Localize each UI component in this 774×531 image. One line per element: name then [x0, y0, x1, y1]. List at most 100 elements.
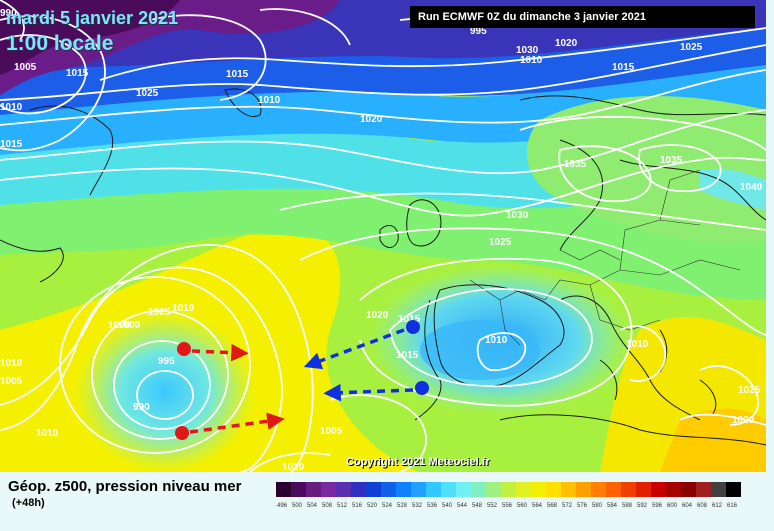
footer: Géop. z500, pression niveau mer (+48h) 4… — [0, 472, 774, 531]
legend-swatch — [501, 482, 516, 497]
isobar-label: 1020 — [360, 114, 383, 125]
legend-tick-label: 512 — [337, 503, 348, 509]
isobar-label: 1035 — [660, 155, 683, 166]
isobar-label: 1005 — [14, 62, 37, 73]
legend-tick-label: 572 — [562, 503, 573, 509]
isobar-label: 1030 — [516, 45, 539, 56]
isobar-label: 1010 — [626, 339, 649, 350]
legend-tick-label: 580 — [592, 503, 603, 509]
isobar-label: 1035 — [564, 159, 587, 170]
legend-tick-label: 552 — [487, 503, 498, 509]
legend-tick-label: 564 — [532, 503, 543, 509]
isobar-label: 1025 — [136, 88, 159, 99]
legend-tick-label: 604 — [682, 503, 693, 509]
legend-swatch — [591, 482, 606, 497]
isobar-label: 1035 — [660, 155, 683, 166]
map-canvas: 995 1000 1005 1010 1015 1020 1025 1030 1… — [0, 0, 766, 472]
isobar-label: 1000 — [108, 320, 131, 331]
legend-tick-label: 516 — [352, 503, 363, 509]
legend-tick-label: 576 — [577, 503, 588, 509]
legend-tick-label: 508 — [322, 503, 333, 509]
legend-swatch — [321, 482, 336, 497]
isobar-label: 990 — [133, 402, 150, 413]
legend-swatch — [651, 482, 666, 497]
isobar-label: 1040 — [740, 182, 763, 193]
legend-swatch — [486, 482, 501, 497]
blue-dot-north — [406, 320, 420, 334]
isobar-label: 995 — [158, 356, 175, 367]
legend-tick-label: 560 — [517, 503, 528, 509]
isobar-label: 1015 — [226, 69, 249, 80]
copyright: Copyright 2021 Meteociel.fr — [346, 456, 490, 468]
legend-swatch — [711, 482, 726, 497]
legend-tick-label: 536 — [427, 503, 438, 509]
isobar-label: 1010 — [485, 335, 508, 346]
legend-swatch — [306, 482, 321, 497]
atlantic-low — [75, 312, 255, 472]
legend-swatch — [441, 482, 456, 497]
model-run-label: Run ECMWF 0Z du dimanche 3 janvier 2021 — [410, 6, 755, 28]
isobar-label: 1015 — [612, 62, 635, 73]
blue-dot-south — [415, 381, 429, 395]
legend-swatch — [516, 482, 531, 497]
legend-swatch — [561, 482, 576, 497]
legend-tick-label: 596 — [652, 503, 663, 509]
isobar-label: 1015 — [396, 350, 419, 361]
isobar-label: 1010 — [258, 95, 281, 106]
legend-swatch — [456, 482, 471, 497]
legend-tick-label: 544 — [457, 503, 468, 509]
legend-tick-label: 584 — [607, 503, 618, 509]
isobar-label: 1020 — [366, 310, 389, 321]
legend-tick-label: 532 — [412, 503, 423, 509]
legend-swatch — [411, 482, 426, 497]
legend-tick-label: 500 — [292, 503, 303, 509]
legend-swatch — [381, 482, 396, 497]
legend-tick-label: 588 — [622, 503, 633, 509]
isobar-label: 995 — [470, 26, 487, 37]
isobar-label: 1010 — [520, 55, 543, 66]
isobar-labels: 995 1000 1005 1010 1015 1020 1025 1030 1… — [0, 8, 763, 472]
blue-arrow-north — [303, 328, 405, 370]
isobar-label: 1015 — [398, 314, 421, 325]
annotation-arrows — [175, 320, 429, 440]
legend-swatch — [471, 482, 486, 497]
legend-tick-label: 496 — [277, 503, 288, 509]
legend-swatch — [291, 482, 306, 497]
isobar-label: 1015 — [0, 139, 23, 150]
legend-swatch — [531, 482, 546, 497]
isobar-label: 1020 — [732, 415, 755, 426]
red-arrow-south — [189, 412, 285, 434]
isobar-label: 1030 — [506, 210, 529, 221]
legend-tick-label: 556 — [502, 503, 513, 509]
legend-tick-label: 592 — [637, 503, 648, 509]
isobar-label: 1005 — [320, 426, 343, 437]
isobar-label: 1010 — [172, 303, 195, 314]
legend-swatch — [426, 482, 441, 497]
legend-tick-label: 520 — [367, 503, 378, 509]
legend-tick-label: 600 — [667, 503, 678, 509]
legend-tick-label: 616 — [727, 503, 738, 509]
legend-swatch — [351, 482, 366, 497]
lead-time: (+48h) — [12, 497, 45, 509]
legend-swatch — [636, 482, 651, 497]
legend-tick-label: 548 — [472, 503, 483, 509]
color-scale-legend: 496 500 504 508 512 516 520 524 528 532 536 540 544 5… — [276, 482, 741, 509]
legend-tick-label: 524 — [382, 503, 393, 509]
legend-swatch — [696, 482, 711, 497]
legend-tick-label: 504 — [307, 503, 318, 509]
legend-tick-label: 608 — [697, 503, 708, 509]
legend-swatch — [606, 482, 621, 497]
forecast-time: 1:00 locale — [6, 32, 114, 55]
legend-swatch — [366, 482, 381, 497]
red-dot-north — [177, 342, 191, 356]
legend-swatch — [621, 482, 636, 497]
isobar-label: 1000 — [118, 320, 141, 331]
legend-swatch — [576, 482, 591, 497]
legend-swatch — [276, 482, 291, 497]
weather-map: 995 1000 1005 1010 1015 1020 1025 1030 1… — [0, 0, 766, 472]
legend-tick-label: 540 — [442, 503, 453, 509]
legend-tick-label: 568 — [547, 503, 558, 509]
forecast-date: mardi 5 janvier 2021 — [6, 8, 179, 28]
legend-tick-label: 612 — [712, 503, 723, 509]
isobar-label: 1020 — [555, 38, 578, 49]
